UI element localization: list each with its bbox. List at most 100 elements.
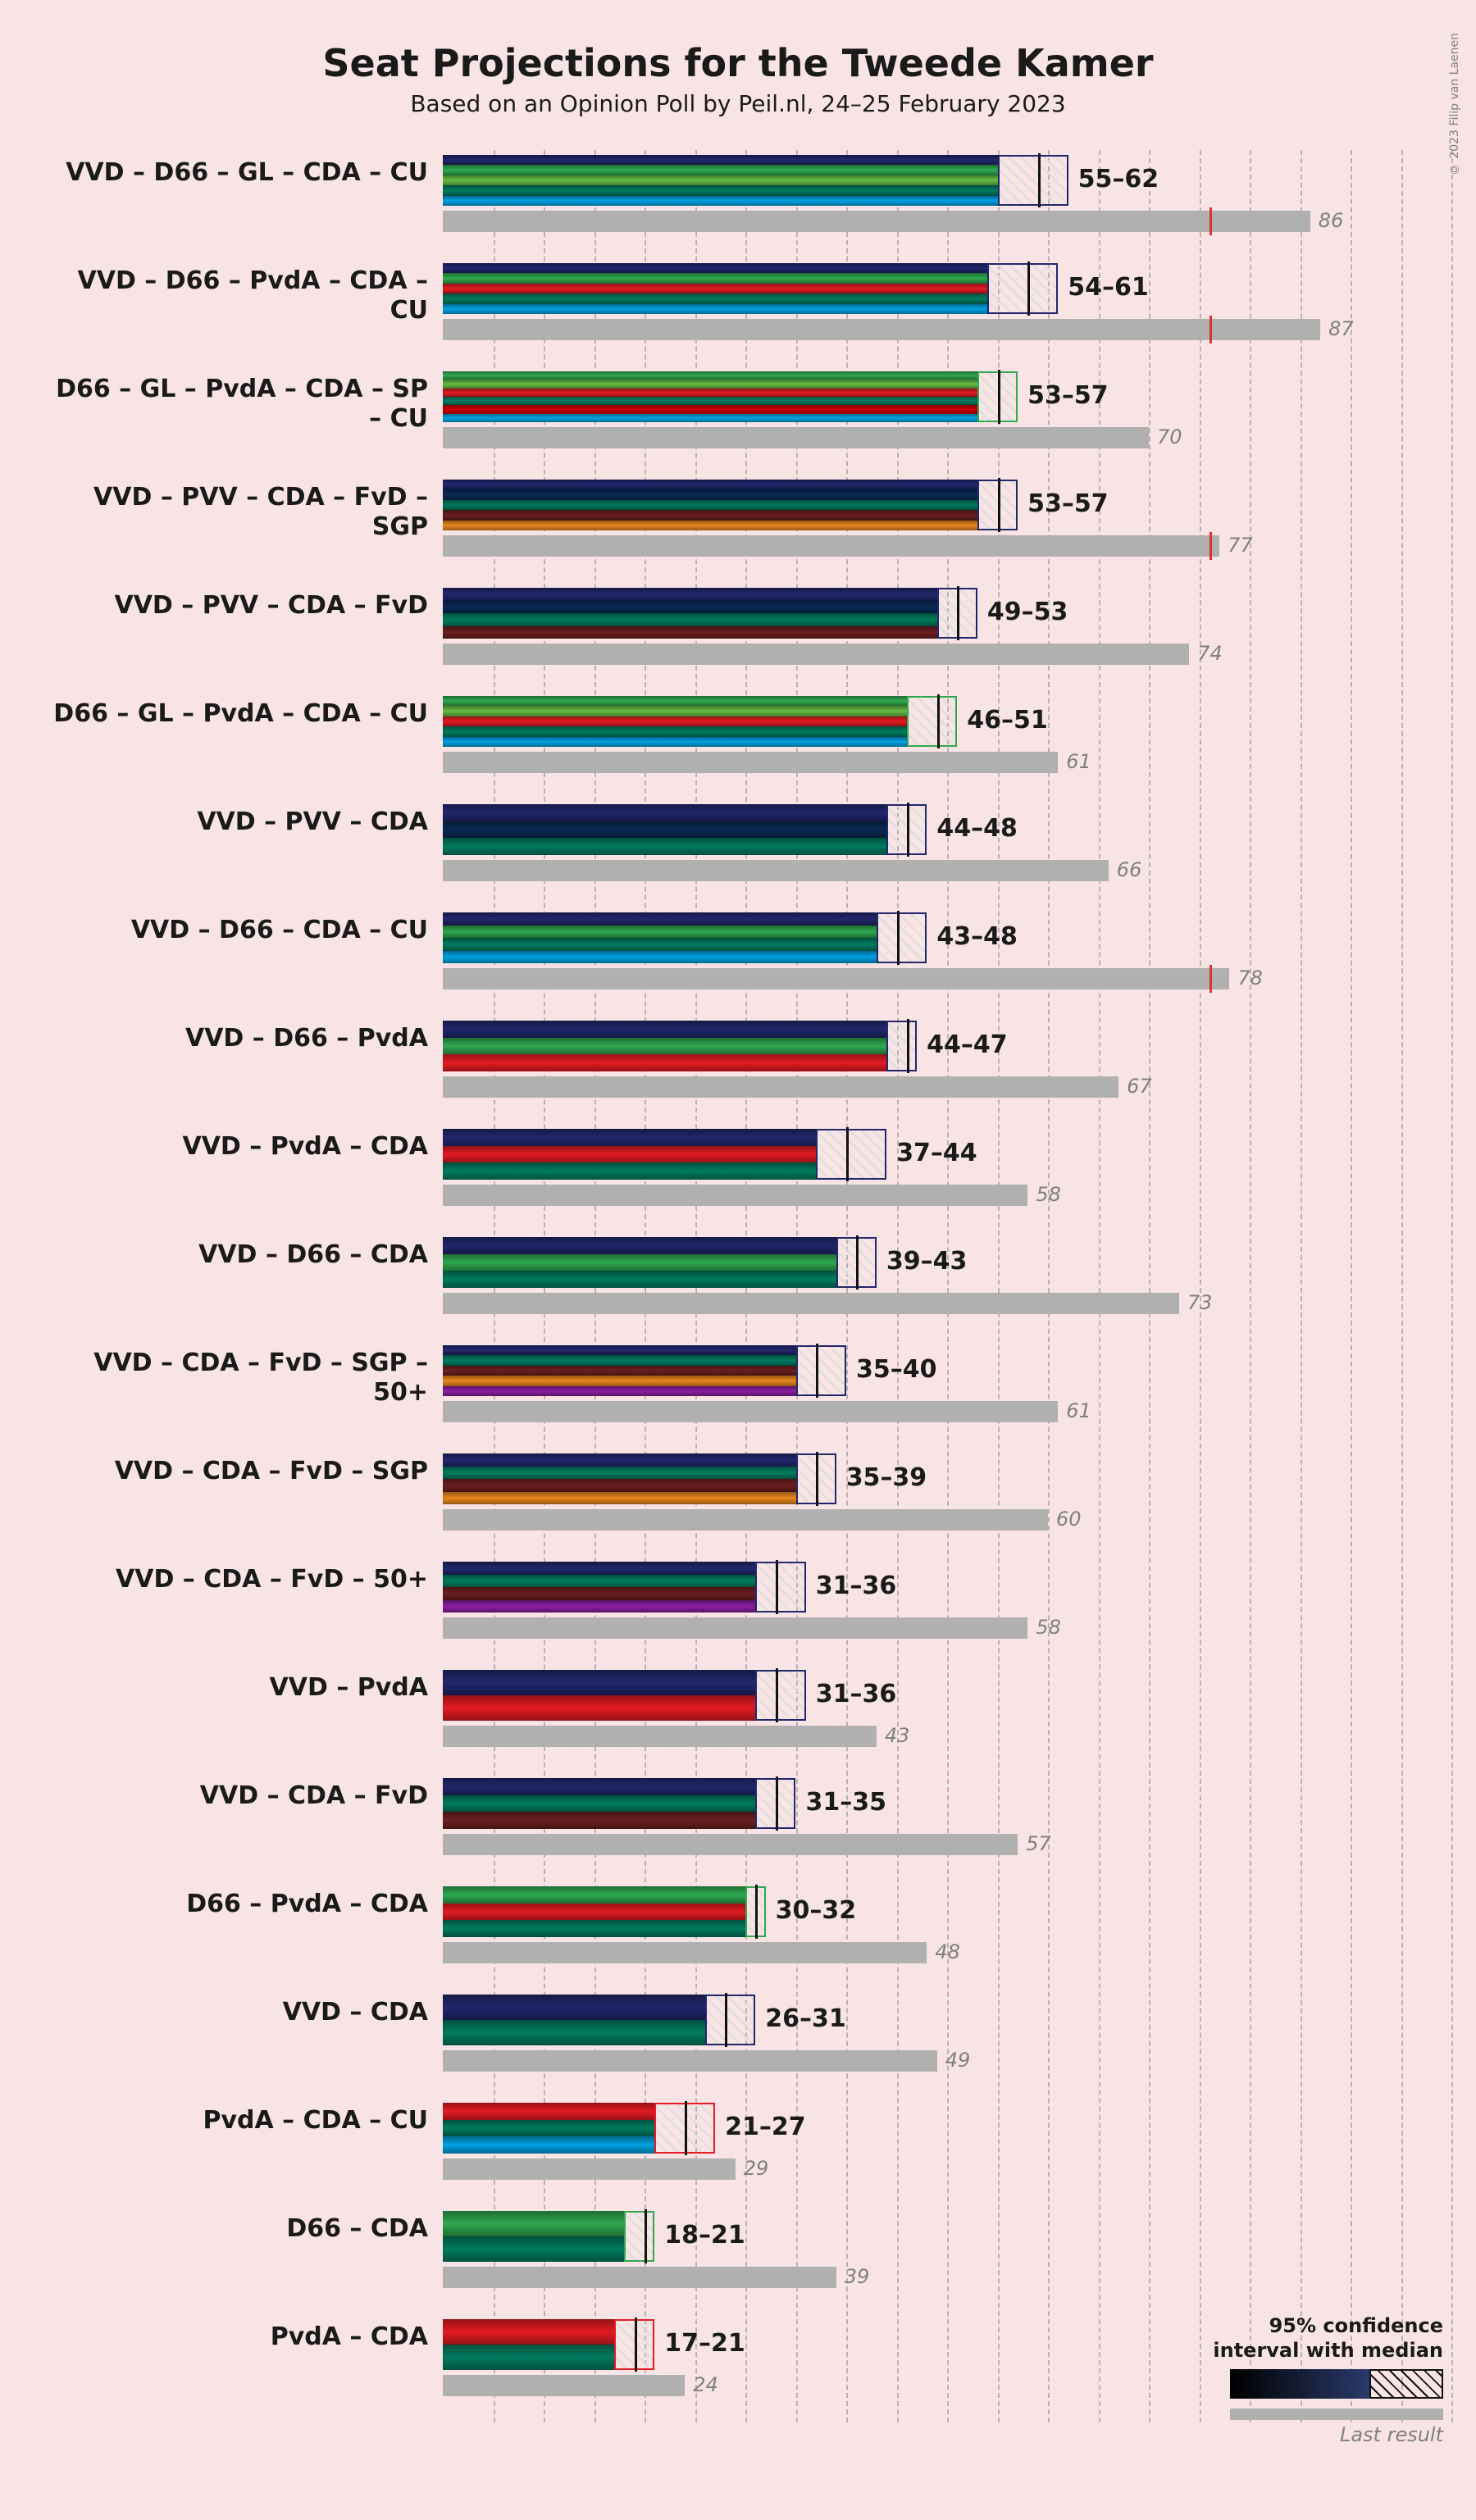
last-result-label: 61	[1066, 750, 1091, 773]
last-result-label: 49	[945, 2049, 971, 2072]
coalition-bar	[443, 588, 937, 639]
coalition-label: D66 – GL – PvdA – CDA – SP – CU	[43, 375, 428, 434]
party-stripe	[443, 821, 886, 839]
last-result-bar	[443, 427, 1149, 448]
party-stripe	[443, 510, 977, 520]
median-tick	[998, 370, 1000, 424]
median-tick	[776, 1668, 778, 1722]
chart-page: © 2023 Filip van Laenen Seat Projections…	[0, 0, 1476, 2520]
party-stripe	[443, 293, 987, 303]
party-stripe	[443, 397, 977, 405]
median-tick	[816, 1344, 818, 1398]
coalition-row: VVD – D66 – GL – CDA – CU55–6286	[443, 150, 1451, 258]
party-stripe	[443, 1129, 816, 1146]
majority-tick	[1210, 207, 1212, 235]
last-result-label: 39	[845, 2265, 870, 2288]
party-stripe	[443, 716, 907, 726]
range-label: 44–48	[936, 814, 1018, 843]
confidence-interval	[755, 1562, 806, 1613]
coalition-row: VVD – PVV – CDA – FvD – SGP53–5777	[443, 475, 1451, 583]
coalition-row: D66 – CDA18–2139	[443, 2206, 1451, 2314]
range-label: 18–21	[664, 2221, 745, 2249]
party-stripe	[443, 273, 987, 283]
last-result-label: 87	[1328, 317, 1354, 340]
median-tick	[816, 1452, 818, 1506]
legend-ci-swatch	[1230, 2369, 1443, 2407]
party-stripe	[443, 155, 998, 165]
last-result-label: 58	[1036, 1616, 1061, 1639]
last-result-label: 24	[693, 2373, 718, 2396]
party-stripe	[443, 2211, 624, 2236]
confidence-interval	[907, 696, 958, 747]
coalition-bar	[443, 1886, 745, 1937]
median-tick	[907, 1019, 909, 1073]
party-stripe	[443, 626, 937, 639]
coalition-row: VVD – PvdA – CDA37–4458	[443, 1124, 1451, 1232]
coalition-label: D66 – PvdA – CDA	[43, 1890, 428, 1919]
coalition-row: VVD – D66 – PvdA – CDA – CU54–6187	[443, 258, 1451, 366]
coalition-row: VVD – D66 – PvdA44–4767	[443, 1016, 1451, 1124]
median-tick	[776, 1560, 778, 1614]
party-stripe	[443, 706, 907, 716]
range-label: 54–61	[1068, 273, 1149, 302]
coalition-label: VVD – D66 – PvdA	[43, 1024, 428, 1053]
party-stripe	[443, 389, 977, 397]
range-label: 46–51	[967, 706, 1048, 735]
last-result-label: 67	[1127, 1075, 1152, 1098]
party-stripe	[443, 1904, 745, 1921]
coalition-bar	[443, 480, 977, 530]
last-result-label: 74	[1197, 642, 1223, 665]
last-result-label: 58	[1036, 1183, 1061, 1206]
range-label: 37–44	[896, 1139, 977, 1167]
last-result-bar	[443, 2267, 836, 2288]
party-stripe	[443, 1271, 836, 1288]
coalition-label: VVD – PVV – CDA	[43, 807, 428, 837]
median-tick	[645, 2209, 647, 2263]
party-stripe	[443, 1492, 796, 1505]
coalition-bar	[443, 1778, 755, 1829]
party-stripe	[443, 284, 987, 293]
party-stripe	[443, 1237, 836, 1254]
party-stripe	[443, 1054, 886, 1071]
coalition-bar	[443, 2319, 614, 2370]
majority-tick	[1210, 316, 1212, 343]
coalition-bar	[443, 2211, 624, 2262]
range-label: 35–39	[846, 1463, 927, 1492]
last-result-bar	[443, 535, 1219, 557]
range-label: 30–32	[776, 1896, 857, 1925]
median-tick	[998, 478, 1000, 532]
party-stripe	[443, 521, 977, 530]
party-stripe	[443, 1146, 816, 1163]
range-label: 31–36	[816, 1572, 897, 1600]
coalition-label: VVD – CDA – FvD	[43, 1781, 428, 1811]
median-tick	[776, 1776, 778, 1831]
party-stripe	[443, 196, 998, 206]
coalition-row: VVD – CDA – FvD – 50+31–3658	[443, 1557, 1451, 1665]
coalition-bar	[443, 804, 886, 855]
coalition-bar	[443, 696, 907, 747]
party-stripe	[443, 1562, 755, 1575]
party-stripe	[443, 1812, 755, 1829]
party-stripe	[443, 1920, 745, 1937]
median-tick	[937, 694, 940, 748]
party-stripe	[443, 926, 877, 939]
coalition-bar	[443, 1021, 886, 1071]
last-result-label: 60	[1056, 1508, 1082, 1531]
party-stripe	[443, 1886, 745, 1904]
coalition-bar	[443, 912, 877, 963]
coalition-bar	[443, 1453, 796, 1504]
confidence-interval	[877, 912, 927, 963]
last-result-label: 48	[935, 1940, 960, 1963]
range-label: 26–31	[765, 2004, 846, 2033]
party-stripe	[443, 912, 877, 926]
coalition-bar	[443, 2103, 654, 2154]
party-stripe	[443, 263, 987, 273]
party-stripe	[443, 500, 977, 510]
party-stripe	[443, 1345, 796, 1355]
party-stripe	[443, 380, 977, 388]
party-stripe	[443, 414, 977, 422]
range-label: 55–62	[1078, 165, 1159, 193]
range-label: 35–40	[856, 1355, 937, 1384]
confidence-interval	[705, 1995, 756, 2045]
party-stripe	[443, 489, 977, 499]
